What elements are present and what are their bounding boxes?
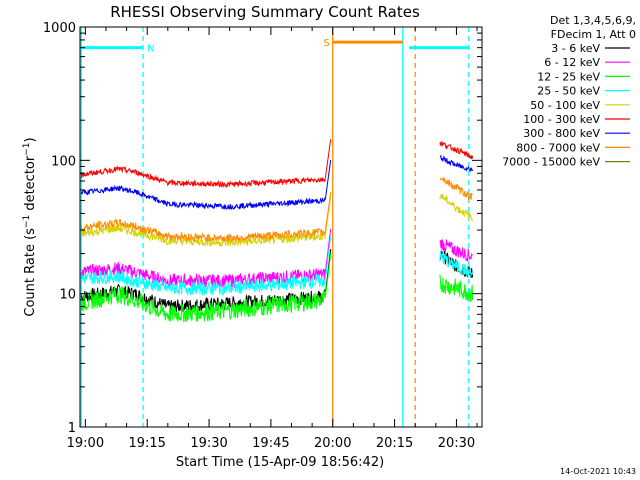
legend: Det 1,3,4,5,6,9, FDecim 1, Att 0 3 - 6 k… (502, 14, 636, 169)
x-tick-label-0: 19:00 (67, 436, 104, 451)
chart-title: RHESSI Observing Summary Count Rates (110, 3, 420, 21)
legend-header-line-1: Det 1,3,4,5,6,9, (550, 14, 636, 27)
vertical-markers (80, 27, 470, 427)
series-line-2 (80, 254, 474, 323)
series-line-5 (80, 139, 474, 189)
y-tick-label-2: 100 (51, 154, 76, 169)
x-tick-label-6: 20:30 (438, 436, 475, 451)
legend-label-8: 7000 - 15000 keV (502, 156, 600, 169)
x-tick-label-4: 20:00 (314, 436, 351, 451)
plot-area: NS (80, 27, 474, 427)
series-lines (80, 139, 474, 323)
legend-label-5: 100 - 300 keV (523, 113, 600, 126)
y-tick-label-3: 1000 (43, 21, 76, 36)
plot-frame (79, 26, 483, 428)
x-tick-label-2: 19:30 (190, 436, 227, 451)
legend-label-7: 800 - 7000 keV (516, 141, 600, 154)
legend-label-0: 3 - 6 keV (551, 42, 600, 55)
series-line-6 (80, 154, 474, 211)
legend-label-6: 300 - 800 keV (523, 127, 600, 140)
series-line-4 (81, 193, 474, 247)
x-tick-label-1: 19:15 (128, 436, 165, 451)
flag-label-s: S (323, 38, 329, 49)
x-axis-label: Start Time (15-Apr-09 18:56:42) (176, 455, 384, 470)
y-axis-label: Count Rate (s−1 detector−1) (22, 137, 38, 316)
x-tick-label-5: 20:15 (376, 436, 413, 451)
series-line-1 (80, 228, 473, 290)
legend-label-1: 6 - 12 keV (544, 56, 600, 69)
series-line-7 (80, 176, 473, 244)
y-tick-label-1: 10 (59, 288, 76, 303)
x-tick-label-3: 19:45 (252, 436, 289, 451)
y-tick-label-0: 1 (68, 421, 76, 436)
flag-label-n: N (147, 44, 154, 55)
legend-header-line-2: FDecim 1, Att 0 (551, 28, 636, 41)
flag-bars: NS (81, 38, 469, 55)
series-line-3 (80, 236, 474, 297)
axis-ticks: 19:00 19:15 19:30 19:45 20:00 20:15 20:30 1 10 10… (43, 21, 482, 451)
footer-date: 14-Oct-2021 10:43 (560, 467, 636, 476)
legend-label-4: 50 - 100 keV (530, 99, 600, 112)
legend-label-2: 12 - 25 keV (537, 70, 600, 83)
legend-label-3: 25 - 50 keV (537, 85, 600, 98)
